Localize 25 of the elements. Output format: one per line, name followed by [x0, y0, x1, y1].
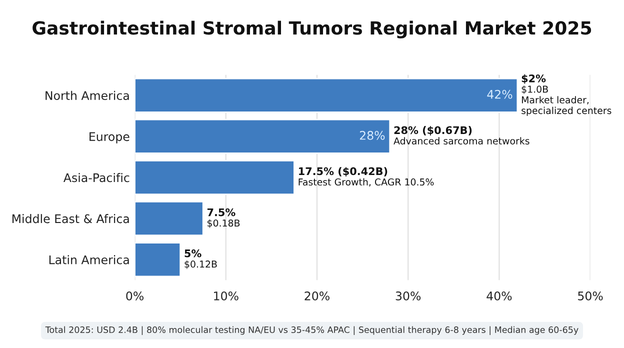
bar — [134, 242, 182, 278]
y-tick-label: Europe — [90, 132, 130, 144]
annotation: $2% $1.0B Market leader, specialized centers — [522, 74, 612, 116]
x-tick-label: 50% — [578, 291, 603, 300]
x-tick-label: 0% — [126, 291, 144, 300]
x-tick-label: 40% — [486, 291, 512, 300]
bar — [134, 160, 295, 196]
y-tick-label: Asia-Pacific — [63, 172, 130, 182]
annotation: 17.5% ($0.42B) Fastest Growth, CAGR 10.5% — [298, 167, 434, 187]
y-tick-label: North America — [46, 90, 129, 100]
chart-title: Gastrointestinal Stromal Tumors Regional Market 2025 — [32, 20, 592, 38]
x-tick-label: 20% — [304, 291, 330, 300]
data-label: 42% — [487, 90, 512, 99]
bar — [134, 118, 391, 154]
data-label: 28% — [360, 130, 385, 140]
annotation: 7.5% $0.18B — [207, 208, 240, 228]
annotation: 28% ($0.67B) Advanced sarcoma networks — [394, 126, 530, 144]
text: Total 2025: USD 2.4B | 80% molecular testing NA/EU vs 35-45% APAC | Sequential therapy 6-8 years | Median age 60-65y — [45, 326, 578, 335]
x-tick-label: 30% — [396, 291, 421, 300]
y-tick-label: Middle East & Africa — [12, 214, 129, 224]
x-tick-label: 10% — [214, 291, 238, 300]
bar — [134, 201, 204, 236]
y-tick-label: Latin America — [49, 255, 129, 264]
annotation: 5% $0.12B — [184, 249, 217, 269]
bar — [134, 78, 518, 113]
